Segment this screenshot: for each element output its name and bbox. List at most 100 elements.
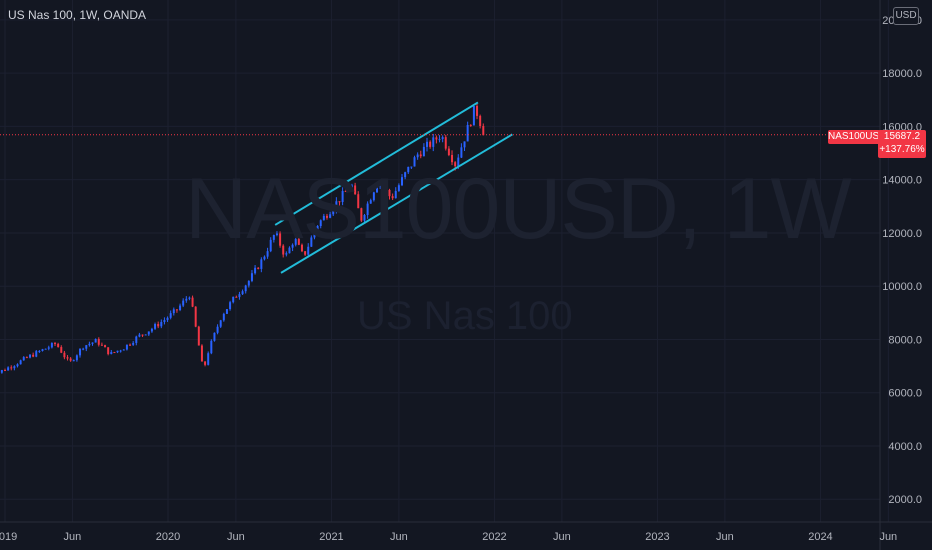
candle (347, 187, 350, 192)
candle (150, 327, 153, 333)
time-tick-label: 2021 (319, 531, 343, 543)
candle (335, 197, 338, 214)
symbol-badge: NAS100USD (828, 130, 887, 144)
candle (97, 337, 100, 347)
candle (322, 213, 325, 221)
time-axis[interactable]: 2019 Jun 2020 Jun 2021 Jun 2022 Jun 2023 Jun 2024 J… (0, 531, 897, 543)
candle (129, 343, 132, 346)
candle (429, 140, 432, 149)
candle (100, 342, 103, 346)
candle (404, 171, 407, 180)
candle (379, 182, 382, 189)
candle (422, 143, 425, 157)
price-tick-label: 10000.0 (882, 281, 922, 293)
candle (72, 359, 75, 362)
candle (407, 166, 410, 175)
candle (263, 255, 266, 261)
price-tick-label: 6000.0 (888, 388, 922, 400)
candle (60, 345, 63, 354)
candle (135, 335, 138, 346)
candle (204, 361, 207, 367)
channel-upper[interactable] (274, 101, 479, 226)
candle (0, 369, 3, 374)
candle (94, 338, 97, 343)
candle (316, 225, 319, 234)
candle (288, 246, 291, 254)
candle (244, 284, 247, 294)
time-tick-label: Jun (390, 531, 408, 543)
candle (50, 342, 53, 349)
candle (247, 280, 250, 288)
watermark-name: US Nas 100 (357, 294, 573, 338)
grid-lines (0, 0, 889, 522)
candle (235, 295, 238, 298)
candle (188, 296, 191, 301)
candle (294, 235, 297, 247)
candle (154, 322, 157, 330)
candle (388, 188, 391, 200)
currency-button[interactable]: USD (893, 7, 919, 25)
candle (4, 368, 6, 372)
candle (88, 341, 91, 347)
candle (19, 359, 22, 365)
candle (25, 356, 28, 359)
price-tick-label: 2000.0 (888, 494, 922, 506)
candle (194, 306, 197, 328)
price-tick-label: 8000.0 (888, 334, 922, 346)
candle (122, 349, 125, 351)
candle (250, 270, 253, 283)
candle (125, 344, 128, 351)
candle (238, 291, 241, 300)
candle (357, 191, 360, 209)
last-price-change: +137.76% (879, 144, 925, 155)
candle (75, 354, 78, 362)
candle (197, 325, 200, 346)
watermark-symbol: NAS100USD, 1W (185, 161, 852, 257)
channel-lower[interactable] (280, 133, 513, 274)
candle (354, 182, 357, 195)
candle (472, 105, 475, 126)
candle (266, 247, 269, 259)
candle (113, 351, 116, 354)
candle (432, 133, 435, 152)
price-axis[interactable]: 2000.0 4000.0 6000.0 8000.0 10000.0 12000.0 14… (882, 15, 922, 506)
candle (304, 251, 307, 256)
candle (366, 201, 369, 219)
candle (47, 345, 50, 351)
time-tick-label: Jun (553, 531, 571, 543)
candle (441, 135, 444, 143)
candle (141, 334, 144, 338)
last-price-value: 15687.2 (883, 131, 921, 142)
candle (325, 213, 328, 220)
candle (291, 243, 294, 252)
candle (275, 231, 278, 237)
candle (269, 237, 272, 253)
candle (107, 347, 110, 356)
candle (385, 185, 388, 194)
candle (191, 295, 194, 308)
candle (332, 208, 335, 217)
candle (391, 193, 394, 201)
trendlines-layer[interactable] (274, 101, 513, 274)
candle (10, 365, 13, 371)
candle (285, 251, 288, 257)
candle (410, 166, 413, 170)
chart-title[interactable]: US Nas 100, 1W, OANDA (8, 8, 147, 22)
candle (213, 332, 216, 342)
candle (225, 308, 228, 315)
candle (29, 353, 32, 359)
candle (160, 319, 163, 329)
candle (210, 339, 213, 355)
candle (319, 219, 322, 229)
candle (175, 309, 178, 313)
candle (426, 137, 429, 152)
candle (272, 234, 275, 243)
candle (172, 307, 175, 316)
candle (460, 143, 463, 159)
candle (369, 198, 372, 204)
candle (372, 191, 375, 202)
time-tick-label: 2023 (645, 531, 669, 543)
candle (69, 357, 72, 362)
candle (63, 350, 66, 360)
